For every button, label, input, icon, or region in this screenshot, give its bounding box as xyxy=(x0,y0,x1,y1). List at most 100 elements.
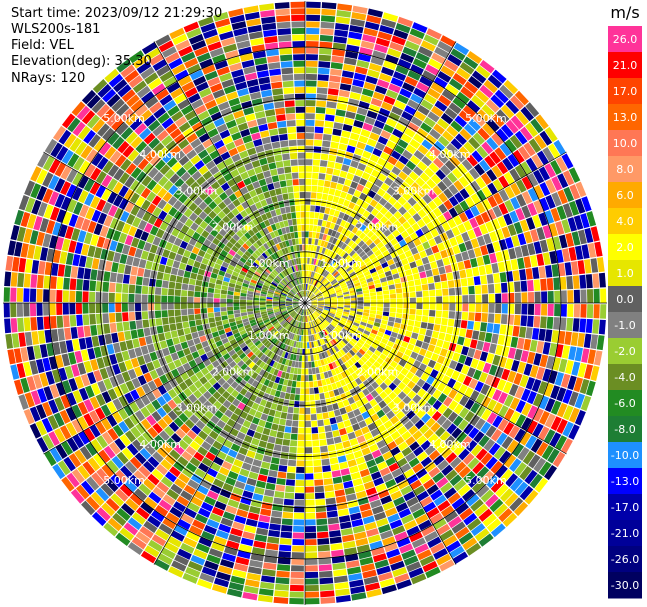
velocity-gate xyxy=(320,596,336,604)
velocity-gate xyxy=(146,391,156,403)
velocity-gate xyxy=(319,315,325,321)
velocity-gate xyxy=(544,126,558,143)
velocity-gate xyxy=(344,254,351,262)
velocity-gate xyxy=(254,329,261,335)
velocity-gate xyxy=(323,241,329,248)
velocity-gate xyxy=(216,274,224,281)
velocity-gate xyxy=(519,466,533,481)
velocity-gate xyxy=(211,506,225,517)
velocity-gate xyxy=(275,160,284,169)
velocity-gate xyxy=(360,563,376,573)
velocity-gate xyxy=(317,298,324,301)
velocity-gate xyxy=(351,592,367,601)
velocity-gate xyxy=(274,590,289,598)
velocity-gate xyxy=(337,3,353,12)
velocity-gate xyxy=(294,279,298,285)
velocity-gate xyxy=(221,315,228,321)
velocity-gate xyxy=(514,246,523,258)
velocity-gate xyxy=(315,310,321,315)
velocity-gate xyxy=(329,291,336,295)
velocity-gate xyxy=(303,309,305,316)
velocity-gate xyxy=(447,280,455,288)
velocity-gate xyxy=(142,431,154,443)
velocity-gate xyxy=(207,386,217,395)
velocity-gate xyxy=(342,63,356,72)
velocity-gate xyxy=(371,342,379,350)
velocity-gate xyxy=(300,381,305,388)
velocity-gate xyxy=(549,432,562,448)
velocity-gate xyxy=(556,205,567,220)
velocity-gate xyxy=(393,220,402,229)
velocity-gate xyxy=(214,284,222,290)
velocity-gate xyxy=(159,221,169,231)
velocity-gate xyxy=(276,194,284,202)
velocity-gate xyxy=(297,251,301,258)
velocity-gate xyxy=(200,353,209,362)
velocity-gate xyxy=(274,154,283,162)
velocity-gate xyxy=(392,566,408,578)
velocity-gate xyxy=(382,501,395,511)
velocity-gate xyxy=(199,191,209,201)
velocity-gate xyxy=(29,360,39,375)
velocity-gate xyxy=(470,444,483,457)
velocity-gate xyxy=(360,336,367,342)
velocity-gate xyxy=(286,305,293,307)
velocity-gate xyxy=(382,250,390,258)
velocity-gate xyxy=(512,443,525,457)
velocity-gate xyxy=(467,277,475,286)
velocity-gate xyxy=(248,316,255,321)
velocity-gate xyxy=(279,418,287,426)
velocity-gate xyxy=(240,289,248,294)
velocity-gate xyxy=(101,502,116,517)
velocity-gate xyxy=(64,265,72,278)
velocity-gate xyxy=(329,417,337,425)
velocity-gate xyxy=(347,268,355,275)
velocity-gate xyxy=(280,281,286,287)
velocity-gate xyxy=(392,191,402,201)
velocity-gate xyxy=(346,382,354,391)
velocity-gate xyxy=(83,413,95,427)
velocity-gate xyxy=(443,59,459,72)
velocity-gate xyxy=(343,291,350,295)
velocity-gate xyxy=(135,276,143,286)
velocity-gate xyxy=(178,335,187,343)
velocity-gate xyxy=(408,286,416,293)
velocity-gate xyxy=(109,217,120,230)
velocity-gate xyxy=(36,185,48,201)
velocity-gate xyxy=(402,287,409,293)
velocity-gate xyxy=(379,373,388,382)
velocity-gate xyxy=(181,309,188,316)
velocity-gate xyxy=(239,150,249,159)
velocity-gate xyxy=(219,265,228,273)
velocity-gate xyxy=(85,442,98,457)
velocity-gate xyxy=(220,307,227,312)
velocity-gate xyxy=(302,290,304,297)
velocity-gate xyxy=(315,367,320,374)
velocity-gate xyxy=(311,298,317,301)
velocity-gate xyxy=(307,244,312,251)
velocity-gate xyxy=(231,372,239,381)
velocity-gate xyxy=(228,193,238,202)
velocity-gate xyxy=(370,97,383,107)
velocity-gate xyxy=(278,173,286,181)
velocity-gate xyxy=(272,299,279,302)
velocity-gate xyxy=(145,150,157,162)
velocity-gate xyxy=(307,355,311,362)
velocity-gate xyxy=(501,436,514,450)
velocity-gate xyxy=(250,264,258,271)
velocity-gate xyxy=(427,276,435,284)
velocity-gate xyxy=(317,339,322,347)
velocity-gate xyxy=(472,132,486,145)
velocity-gate xyxy=(418,519,432,531)
velocity-gate xyxy=(288,308,294,313)
velocity-gate xyxy=(206,363,215,372)
velocity-gate xyxy=(190,222,199,232)
velocity-gate xyxy=(291,172,299,179)
velocity-gate xyxy=(280,207,286,215)
velocity-gate xyxy=(309,294,315,299)
velocity-gate xyxy=(385,456,396,467)
velocity-gate xyxy=(283,87,295,94)
velocity-gate xyxy=(309,328,312,335)
velocity-gate xyxy=(239,257,247,264)
velocity-gate xyxy=(410,181,421,192)
